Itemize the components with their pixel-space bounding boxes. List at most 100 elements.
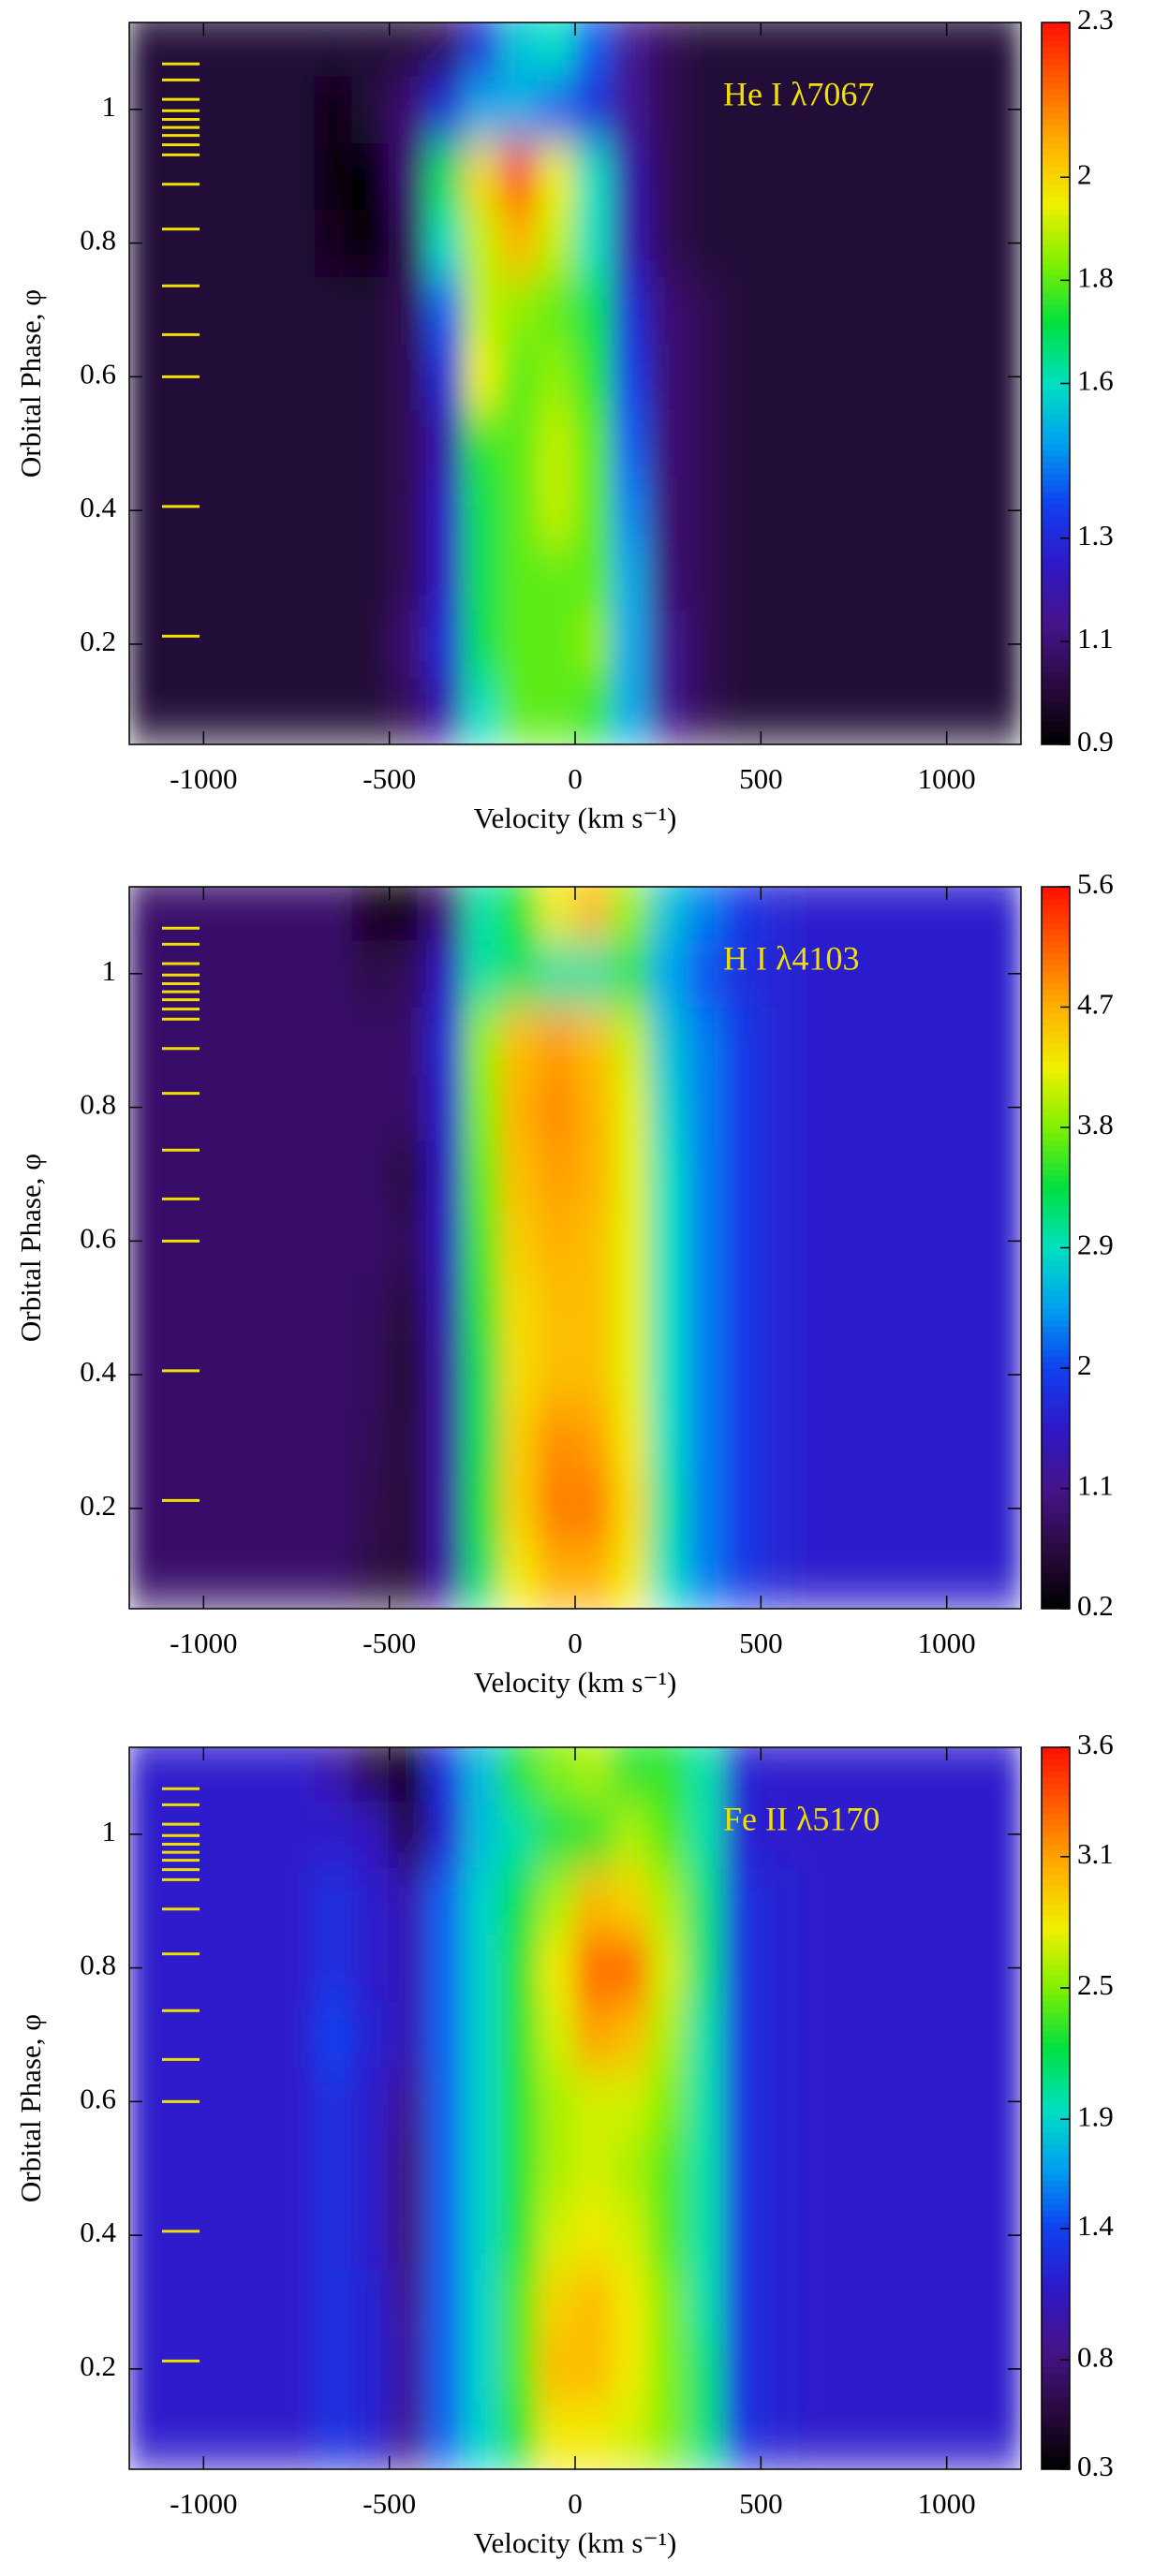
colorbar-segment [1042,1205,1070,1213]
colorbar-segment [1042,485,1070,493]
heatmap-cell [723,543,762,611]
heatmap-cell [389,2134,427,2202]
colorbar-segment [1042,1415,1070,1423]
heatmap-cell [425,2134,465,2202]
heatmap-cell [797,275,836,345]
heatmap-cell [648,1800,688,1868]
heatmap-cell [946,610,984,679]
heatmap-cell [389,2000,427,2069]
heatmap-cell [537,939,576,1008]
heatmap-cell [574,1934,614,2002]
colorbar-segment [1042,1553,1070,1562]
heatmap-cell [537,343,576,411]
heatmap-cell [723,887,762,941]
heatmap-cell [574,543,614,611]
colorbar-segment [1042,629,1070,637]
heatmap-cell [574,1747,614,1802]
heatmap-cell [240,887,279,941]
x-tick-label: 0 [568,1627,583,1659]
heatmap-cell [202,2134,242,2202]
colorbar-segment [1042,413,1070,420]
heatmap-cell [314,1934,353,2002]
colorbar-segment [1042,587,1070,595]
colorbar-segment [1042,2066,1070,2073]
heatmap-cell [277,1747,316,1802]
heatmap-cell [797,1273,836,1342]
y-tick-label: 0.4 [80,2215,116,2248]
heatmap-cell [686,677,725,744]
heatmap-cell [537,610,576,679]
heatmap-cell [871,677,910,744]
colorbar-segment [1042,1404,1070,1411]
colorbar-segment [1042,250,1070,258]
heatmap-cell [612,2268,650,2336]
heatmap-cell [537,2268,576,2336]
heatmap-cell [314,1207,353,1275]
heatmap-cell [240,75,279,143]
colorbar-segment [1042,2396,1070,2404]
heatmap-cell [686,939,725,1008]
colorbar-segment [1042,1511,1070,1520]
colorbar-segment [1042,1024,1070,1032]
heatmap-cell [425,2268,465,2336]
heatmap-cell [500,22,539,77]
colorbar-segment [1042,1878,1070,1887]
heatmap-cell [351,1474,391,1543]
heatmap-cell [277,142,316,211]
heatmap-cell [240,1934,279,2002]
heatmap-cell [500,2334,539,2404]
heatmap-cell [835,1747,873,1802]
colorbar-segment [1042,958,1070,966]
colorbar-segment [1042,2222,1070,2230]
heatmap-cell [425,677,465,744]
heatmap-cell [463,1340,502,1409]
heatmap-cell [723,1407,762,1476]
annotation: Fe II λ5170 [723,1800,880,1837]
heatmap-cell [537,1073,576,1141]
heatmap-cell [351,1340,391,1409]
heatmap-cell [240,1474,279,1543]
colorbar-segment [1042,1054,1070,1062]
colorbar-segment [1042,394,1070,403]
heatmap-cell [574,75,614,143]
heatmap-cell [797,22,836,77]
heatmap-cell [240,1800,279,1868]
heatmap-cell [463,1073,502,1141]
colorbar-tick-label: 5.6 [1077,867,1114,900]
colorbar-segment [1042,1042,1070,1050]
heatmap-cell [612,409,650,478]
heatmap-cell [835,2000,873,2069]
colorbar-segment [1042,2438,1070,2446]
heatmap-cell [871,22,910,77]
heatmap-cell [240,1407,279,1476]
heatmap-cell [500,1474,539,1543]
heatmap-cell [202,1340,242,1409]
heatmap-cell [537,142,576,211]
colorbar-segment [1042,436,1070,445]
heatmap-cell [686,2201,725,2270]
colorbar-segment [1042,1848,1070,1857]
colorbar-segment [1042,1319,1070,1327]
heatmap-cell [314,22,353,77]
colorbar-segment [1042,1018,1070,1026]
heatmap-cell [500,75,539,143]
heatmap-cell [351,1800,391,1868]
colorbar-segment [1042,100,1070,108]
colorbar-segment [1042,1301,1070,1309]
heatmap-cell [166,2201,204,2270]
heatmap-cell [648,409,688,478]
heatmap-cell [314,1747,353,1802]
heatmap-cell [871,1541,910,1609]
colorbar-segment [1042,2318,1070,2326]
heatmap-cell [166,1541,204,1609]
heatmap-cell [314,1273,353,1342]
heatmap-cell [871,2068,910,2136]
colorbar-segment [1042,1602,1070,1610]
heatmap-cell [686,887,725,941]
colorbar-segment [1042,1476,1070,1483]
heatmap-cell [277,1340,316,1409]
heatmap-cell [389,677,427,744]
colorbar-segment [1042,1801,1070,1808]
heatmap-cell [202,476,242,545]
heatmap-cell [314,476,353,545]
